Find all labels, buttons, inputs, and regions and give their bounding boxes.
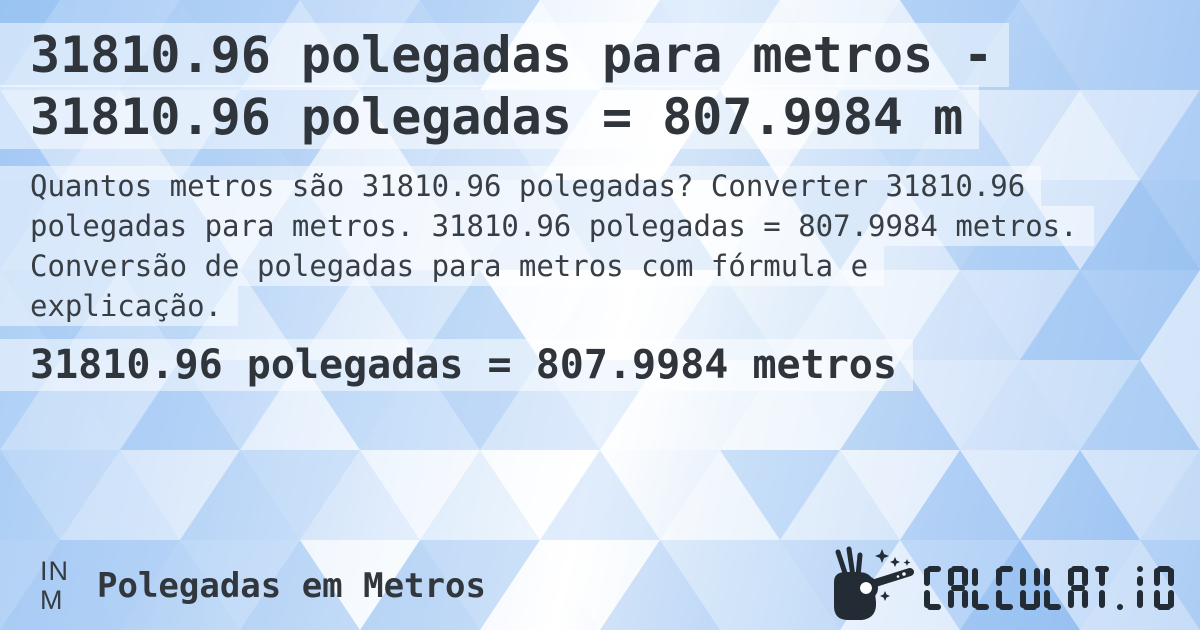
unit-badge-to: M: [40, 585, 64, 615]
unit-badge-from: IN: [40, 556, 69, 586]
description-text: Quantos metros são 31810.96 polegadas? C…: [0, 166, 1094, 326]
footer: IN M Polegadas em Metros: [40, 546, 1174, 626]
result-text: 31810.96 polegadas = 807.9984 metros: [0, 339, 913, 391]
result-heading: 31810.96 polegadas = 807.9984 metros: [0, 339, 1080, 391]
category-label: Polegadas em Metros: [97, 566, 486, 606]
brand-logo-text: [924, 566, 1174, 610]
description: Quantos metros são 31810.96 polegadas? C…: [0, 166, 1094, 326]
unit-badge: IN M: [40, 557, 69, 615]
page-title-text: 31810.96 polegadas para metros - 31810.9…: [0, 23, 1010, 149]
brand-logo: [822, 546, 1174, 626]
magic-wand-icon: [834, 546, 914, 620]
card-content: 31810.96 polegadas para metros - 31810.9…: [0, 23, 1094, 391]
footer-left: IN M Polegadas em Metros: [40, 557, 486, 615]
page-title: 31810.96 polegadas para metros - 31810.9…: [0, 23, 1080, 149]
